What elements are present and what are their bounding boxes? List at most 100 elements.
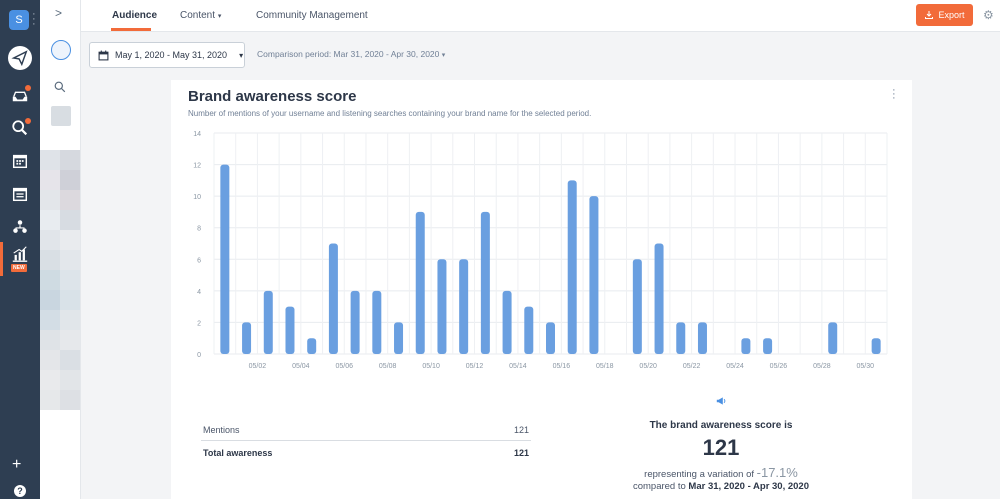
stats-label: Mentions (203, 425, 240, 435)
stats-row-total: Total awareness 121 (201, 441, 531, 463)
tab-community-management[interactable]: Community Management (256, 10, 368, 21)
expand-icon[interactable]: > (55, 6, 63, 20)
stats-row-mentions: Mentions 121 (201, 420, 531, 441)
comparison-period-selector[interactable]: Comparison period: Mar 31, 2020 - Apr 30… (257, 49, 445, 59)
y-tick-label: 8 (197, 226, 201, 233)
y-tick-label: 2 (197, 320, 201, 327)
profile-group-icon[interactable] (51, 40, 71, 60)
export-button[interactable]: Export (916, 4, 973, 26)
bar (459, 259, 469, 354)
listening-icon[interactable] (8, 117, 32, 139)
x-tick-label: 05/10 (422, 363, 440, 370)
summary-score: 121 (702, 435, 740, 460)
new-badge: NEW (11, 264, 27, 272)
summary-label: The brand awareness score is (649, 420, 793, 431)
analytics-icon[interactable] (8, 243, 32, 265)
comparison-period-label: Comparison period: Mar 31, 2020 - Apr 30… (257, 49, 440, 59)
x-tick-label: 05/14 (509, 363, 527, 370)
planner-icon[interactable] (8, 183, 32, 205)
bar (676, 322, 686, 354)
bar (741, 338, 751, 354)
y-tick-label: 6 (197, 257, 201, 264)
bar (567, 180, 577, 354)
compared-prefix: compared to (632, 481, 686, 492)
awareness-summary: The brand awareness score is 121 represe… (591, 395, 851, 492)
y-tick-label: 4 (197, 289, 201, 296)
y-tick-label: 10 (193, 194, 201, 201)
bar (372, 290, 382, 354)
card-title: Brand awareness score (188, 88, 357, 105)
x-tick-label: 05/30 (857, 363, 875, 370)
x-tick-label: 05/24 (726, 363, 744, 370)
date-range-picker[interactable]: May 1, 2020 - May 31, 2020 ▾ (89, 42, 245, 68)
summary-comparison: compared to Mar 31, 2020 - Apr 30, 2020 (591, 481, 851, 492)
x-tick-label: 05/20 (639, 363, 657, 370)
bar (328, 243, 338, 354)
x-tick-label: 05/02 (249, 363, 267, 370)
x-tick-label: 05/18 (596, 363, 614, 370)
active-tab-underline (111, 28, 151, 31)
bar (589, 196, 599, 354)
chevron-down-icon: ▾ (217, 13, 222, 20)
active-indicator (0, 242, 3, 276)
bar (350, 290, 360, 354)
variation-percent: -17.1% (756, 465, 798, 480)
bar (285, 306, 295, 354)
bar (263, 290, 273, 354)
date-range-value: May 1, 2020 - May 31, 2020 (115, 50, 228, 60)
team-icon[interactable] (8, 216, 32, 238)
bar (524, 306, 534, 354)
bar (480, 211, 490, 354)
x-tick-label: 05/26 (770, 363, 788, 370)
tab-content[interactable]: Content ▾ (180, 10, 221, 21)
main-navigation: S · · · NEW + ? (0, 0, 40, 499)
brand-awareness-card: Brand awareness score Number of mentions… (171, 80, 912, 499)
card-subtitle: Number of mentions of your username and … (188, 109, 592, 118)
calendar-icon (98, 50, 109, 60)
bar (871, 338, 881, 354)
bar-chart: 0 2 4 6 8 10 12 14 05/02 05/04 05/06 05/08 05/10 05/1… (193, 131, 888, 370)
calendar-icon[interactable] (8, 150, 32, 172)
total-value: 121 (513, 448, 529, 458)
bar (437, 259, 447, 354)
search-icon[interactable] (54, 80, 66, 98)
chevron-down-icon: ▾ (441, 52, 446, 59)
more-options-icon[interactable]: · · · (892, 84, 896, 104)
bar (697, 322, 707, 354)
workspace-menu-icon[interactable]: · · · (32, 8, 36, 30)
profile-thumbnail[interactable] (51, 106, 71, 126)
publish-icon[interactable] (8, 46, 32, 70)
bar (632, 259, 642, 354)
bar (763, 338, 773, 354)
help-icon[interactable]: ? (14, 485, 26, 497)
x-tick-label: 05/12 (466, 363, 484, 370)
tab-content-label: Content (180, 10, 216, 21)
secondary-sidebar: > (40, 0, 81, 499)
inbox-icon[interactable] (8, 84, 32, 106)
x-tick-label: 05/16 (553, 363, 571, 370)
variation-prefix: representing a variation of (644, 469, 754, 480)
bar (307, 338, 317, 354)
x-tick-label: 05/06 (335, 363, 353, 370)
y-tick-label: 12 (193, 163, 201, 170)
bar (415, 211, 425, 354)
plus-icon[interactable]: + (12, 456, 22, 473)
y-tick-label: 0 (197, 352, 201, 359)
bar (828, 322, 838, 354)
bar (654, 243, 664, 354)
download-icon (925, 11, 934, 19)
x-tick-label: 05/22 (683, 363, 701, 370)
tab-audience[interactable]: Audience (112, 10, 158, 21)
export-label: Export (938, 10, 965, 20)
x-tick-label: 05/08 (379, 363, 397, 370)
summary-variation: representing a variation of -17.1% (591, 465, 851, 480)
workspace-avatar[interactable]: S (9, 10, 29, 30)
gear-icon[interactable]: ⚙ (983, 8, 994, 22)
compared-period: Mar 31, 2020 - Apr 30, 2020 (688, 481, 810, 492)
x-tick-label: 05/28 (813, 363, 831, 370)
x-tick-label: 05/04 (292, 363, 310, 370)
megaphone-icon (715, 395, 727, 407)
chevron-down-icon: ▾ (239, 50, 244, 60)
total-label: Total awareness (203, 448, 273, 458)
y-tick-label: 14 (193, 131, 201, 138)
